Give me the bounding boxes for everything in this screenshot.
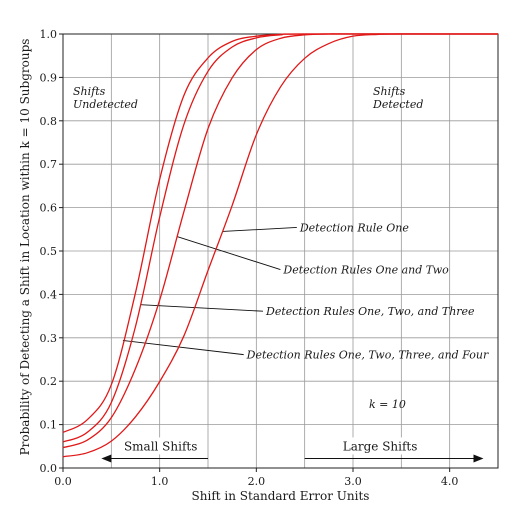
y-tick-label: 0.0 <box>40 462 58 475</box>
shifts-detected-label-line1: Shifts <box>373 85 406 98</box>
callout-label-4: Detection Rules One, Two, Three, and Fou… <box>246 349 489 362</box>
large-shifts-label-bg <box>344 437 417 455</box>
shifts-undetected-label-line1: Shifts <box>73 85 106 98</box>
x-tick-label: 0.0 <box>54 475 72 488</box>
shifts-undetected-label-line2: Undetected <box>73 98 138 111</box>
callout-lines: Detection Rule One Detection Rules One an… <box>122 221 489 362</box>
callout-line-1 <box>222 227 297 232</box>
y-tick-label: 0.1 <box>40 419 58 432</box>
y-tick-label: 0.3 <box>40 332 58 345</box>
x-tick-label: 3.0 <box>344 475 362 488</box>
y-tick-label: 0.5 <box>40 245 58 258</box>
series-line-4 <box>62 33 499 434</box>
x-axis: 0.0 1.0 2.0 3.0 4.0 <box>54 468 458 488</box>
shifts-detected-label-line2: Detected <box>372 98 423 111</box>
callout-label-1: Detection Rule One <box>299 221 410 234</box>
callout-line-3 <box>140 304 264 312</box>
series-line-2 <box>62 33 498 449</box>
y-tick-label: 0.2 <box>40 375 58 388</box>
callout-line-2 <box>176 236 281 270</box>
y-tick-label: 0.9 <box>40 71 58 84</box>
series-layer <box>62 33 499 458</box>
x-tick-label: 4.0 <box>441 475 459 488</box>
callout-label-3: Detection Rules One, Two, and Three <box>265 305 475 318</box>
y-tick-label: 0.4 <box>40 288 58 301</box>
series-line-1 <box>62 33 499 458</box>
small-shifts-arrowhead <box>101 454 112 463</box>
y-tick-label: 0.7 <box>40 158 58 171</box>
y-tick-label: 0.8 <box>40 115 58 128</box>
y-axis-title: Probability of Detecting a Shift in Loca… <box>18 39 32 456</box>
y-axis: 0.0 0.1 0.2 0.3 0.4 0.5 0.6 0.7 0.8 0.9 1.0 <box>40 28 63 475</box>
callout-line-4 <box>122 340 244 356</box>
callout-label-2: Detection Rules One and Two <box>282 264 449 277</box>
x-tick-label: 2.0 <box>248 475 266 488</box>
series-line-3 <box>62 33 499 443</box>
small-shifts-label: Small Shifts <box>124 439 197 453</box>
y-tick-label: 1.0 <box>40 28 58 41</box>
y-tick-label: 0.6 <box>40 202 58 215</box>
x-tick-label: 1.0 <box>151 475 169 488</box>
large-shifts-arrowhead <box>473 454 484 463</box>
small-shifts-label-bg <box>124 437 197 455</box>
large-shifts-label: Large Shifts <box>343 439 418 453</box>
x-axis-title: Shift in Standard Error Units <box>192 489 370 503</box>
k-label: k = 10 <box>369 398 406 411</box>
